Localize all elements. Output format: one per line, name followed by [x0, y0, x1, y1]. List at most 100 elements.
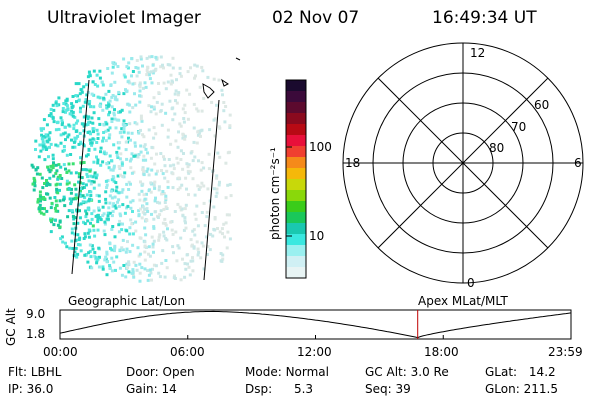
aurora-pixel — [72, 217, 76, 221]
aurora-pixel — [200, 65, 204, 69]
aurora-pixel — [157, 91, 161, 95]
aurora-pixel — [162, 81, 166, 85]
aurora-pixel — [66, 135, 70, 139]
aurora-pixel — [43, 182, 46, 185]
aurora-pixel — [54, 163, 58, 167]
aurora-pixel — [196, 247, 200, 251]
aurora-pixel — [191, 269, 195, 273]
aurora-pixel — [114, 268, 117, 272]
aurora-pixel — [49, 107, 53, 111]
aurora-pixel — [179, 124, 183, 128]
aurora-pixel — [67, 187, 71, 191]
aurora-pixel — [71, 247, 75, 250]
aurora-pixel — [43, 145, 47, 149]
aurora-pixel — [169, 220, 173, 224]
aurora-pixel — [56, 191, 60, 195]
aurora-pixel — [133, 121, 137, 125]
aurora-pixel — [38, 197, 42, 201]
aurora-pixel — [45, 148, 48, 151]
aurora-pixel — [121, 188, 125, 192]
aurora-pixel — [174, 99, 177, 103]
aurora-pixel — [70, 231, 74, 235]
aurora-pixel — [90, 143, 94, 147]
aurora-pixel — [79, 189, 82, 193]
aurora-pixel — [76, 119, 80, 123]
aurora-pixel — [148, 55, 151, 59]
colorbar-swatch — [286, 135, 306, 147]
aurora-pixel — [125, 182, 129, 186]
aurora-pixel — [91, 127, 95, 131]
dsp-label: Dsp: — [245, 382, 273, 396]
aurora-pixel — [65, 182, 69, 186]
aurora-pixel — [133, 92, 136, 96]
aurora-pixel — [145, 202, 149, 206]
aurora-pixel — [137, 254, 141, 258]
gcalt-value: 3.0 Re — [410, 365, 449, 379]
aurora-pixel — [131, 232, 135, 236]
aurora-pixel — [88, 243, 92, 247]
aurora-pixel — [98, 76, 102, 80]
aurora-pixel — [59, 141, 63, 145]
aurora-pixel — [70, 209, 74, 213]
aurora-pixel — [77, 142, 81, 146]
aurora-pixel — [163, 217, 167, 221]
aurora-pixel — [193, 155, 197, 159]
aurora-pixel — [79, 140, 83, 144]
aurora-pixel — [187, 193, 190, 197]
aurora-pixel — [143, 240, 147, 244]
aurora-pixel — [129, 200, 133, 204]
aurora-pixel — [49, 206, 53, 210]
aurora-pixel — [150, 212, 153, 216]
aurora-pixel — [113, 195, 117, 199]
glat-field: GLat: 14.2 — [485, 365, 556, 379]
aurora-pixel — [55, 204, 59, 208]
aurora-pixel — [221, 232, 224, 236]
aurora-pixel — [102, 151, 106, 155]
aurora-pixel — [152, 107, 156, 111]
aurora-pixel — [128, 122, 132, 126]
aurora-pixel — [175, 101, 179, 105]
aurora-pixel — [111, 210, 115, 214]
aurora-pixel — [180, 183, 184, 187]
aurora-pixel — [216, 227, 219, 230]
aurora-pixel — [135, 74, 139, 78]
aurora-pixel — [129, 166, 133, 170]
aurora-pixel — [53, 206, 57, 210]
aurora-pixel — [121, 222, 124, 226]
aurora-pixel — [107, 166, 111, 170]
aurora-pixel — [58, 188, 61, 192]
xtick-0000: 00:00 — [43, 345, 78, 359]
aurora-pixel — [108, 194, 112, 198]
aurora-pixel — [90, 217, 94, 221]
aurora-pixel — [67, 181, 71, 185]
aurora-pixel — [110, 178, 114, 182]
aurora-pixel — [54, 183, 58, 187]
aurora-pixel — [48, 170, 52, 174]
aurora-pixel — [38, 172, 42, 176]
aurora-pixel — [73, 183, 77, 187]
aurora-pixel — [164, 196, 168, 200]
aurora-pixel — [195, 64, 199, 68]
aurora-pixel — [106, 214, 110, 218]
aurora-pixel — [89, 221, 92, 225]
aurora-pixel — [164, 259, 168, 262]
aurora-pixel — [117, 198, 121, 202]
aurora-pixel — [113, 235, 117, 239]
aurora-pixel — [84, 215, 88, 219]
aurora-pixel — [112, 179, 116, 183]
aurora-pixel — [90, 212, 94, 216]
aurora-pixel — [42, 212, 46, 216]
aurora-pixel — [88, 197, 91, 201]
aurora-pixel — [59, 237, 63, 241]
aurora-pixel — [149, 70, 153, 74]
aurora-pixel — [90, 180, 94, 183]
aurora-pixel — [172, 276, 176, 280]
aurora-pixel — [139, 180, 142, 184]
aurora-pixel — [137, 192, 141, 196]
aurora-pixel — [116, 65, 120, 68]
aurora-pixel — [45, 123, 49, 127]
aurora-pixel — [38, 194, 42, 198]
colorbar-frame — [285, 79, 307, 279]
aurora-pixel — [108, 264, 112, 267]
aurora-pixel — [82, 186, 86, 189]
